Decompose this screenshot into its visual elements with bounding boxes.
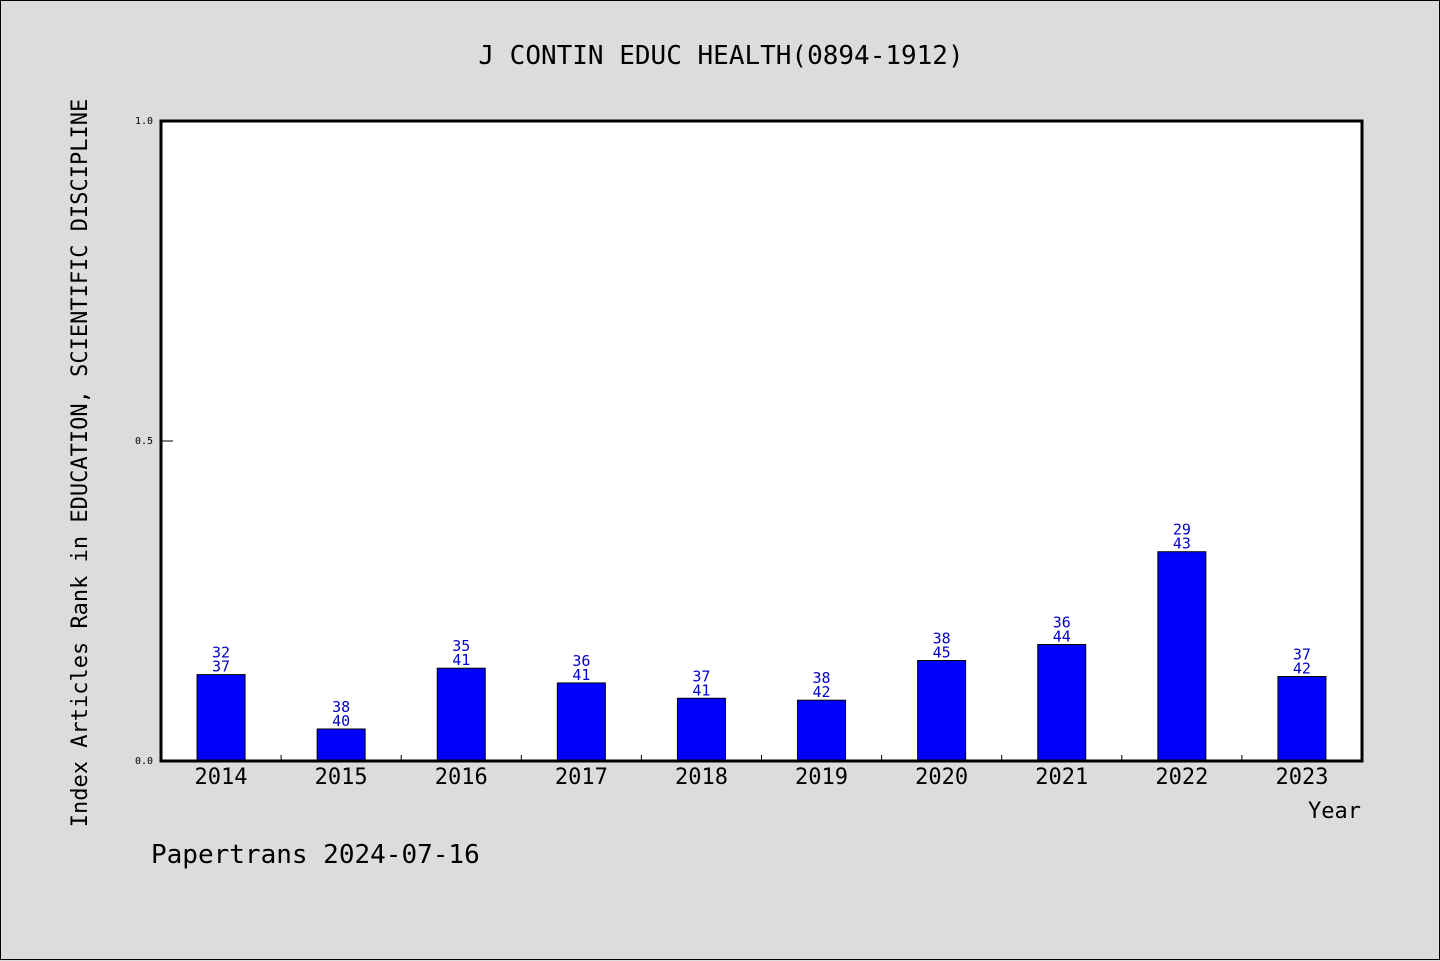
rank-label-2023: 37 (1293, 646, 1311, 664)
x-tick-label-2018: 2018 (675, 765, 728, 790)
bar-2021 (1037, 644, 1087, 762)
y-axis-label: Index Articles Rank in EDUCATION, SCIENT… (68, 99, 93, 827)
total-label-2017: 41 (572, 666, 590, 684)
x-axis-label: Year (1308, 799, 1361, 824)
bar-2017 (556, 682, 606, 762)
rank-label-2018: 37 (692, 667, 710, 685)
x-tick-label-2021: 2021 (1035, 765, 1088, 790)
bar-2015 (316, 728, 366, 762)
bar-2020 (917, 660, 967, 762)
y-tick-label-0.5: 0.5 (135, 436, 153, 447)
total-label-2018: 41 (692, 681, 710, 699)
rank-label-2022: 29 (1173, 521, 1191, 539)
rank-label-2017: 36 (572, 652, 590, 670)
bar-2022 (1157, 551, 1207, 762)
x-tick-label-2016: 2016 (435, 765, 488, 790)
total-label-2023: 42 (1293, 660, 1311, 678)
bar-2018 (676, 697, 726, 762)
chart-title: J CONTIN EDUC HEALTH(0894-1912) (478, 41, 963, 71)
total-label-2015: 40 (332, 712, 350, 730)
x-tick-label-2015: 2015 (315, 765, 368, 790)
x-tick-label-2014: 2014 (195, 765, 248, 790)
x-tick-label-2022: 2022 (1155, 765, 1208, 790)
total-label-2016: 41 (452, 651, 470, 669)
total-label-2021: 44 (1053, 628, 1071, 646)
y-tick-label-1.0: 1.0 (135, 116, 153, 127)
x-tick-label-2023: 2023 (1275, 765, 1328, 790)
total-label-2020: 45 (933, 644, 951, 662)
bar-2016 (436, 667, 486, 762)
y-axis-ticks: 0.0 0.5 1.0 (135, 116, 173, 767)
rank-label-2015: 38 (332, 698, 350, 716)
rank-label-2014: 32 (212, 644, 230, 662)
x-tick-label-2019: 2019 (795, 765, 848, 790)
x-axis-ticks: 2014 2015 2016 2017 2018 2019 2020 2021 2022 2023 (195, 755, 1328, 790)
y-tick-label-0.0: 0.0 (135, 756, 153, 767)
rank-label-2021: 36 (1053, 614, 1071, 632)
total-label-2019: 42 (813, 683, 831, 701)
bar-2014 (196, 674, 246, 762)
rank-label-2016: 35 (452, 637, 470, 655)
x-tick-label-2017: 2017 (555, 765, 608, 790)
rank-label-2019: 38 (813, 669, 831, 687)
total-label-2014: 37 (212, 658, 230, 676)
footer-credit: Papertrans 2024-07-16 (151, 840, 480, 870)
rank-label-2020: 38 (933, 630, 951, 648)
bar-2023 (1277, 676, 1327, 762)
bars-group (196, 551, 1327, 762)
x-tick-label-2020: 2020 (915, 765, 968, 790)
bar-2019 (797, 699, 847, 762)
total-label-2022: 43 (1173, 535, 1191, 553)
